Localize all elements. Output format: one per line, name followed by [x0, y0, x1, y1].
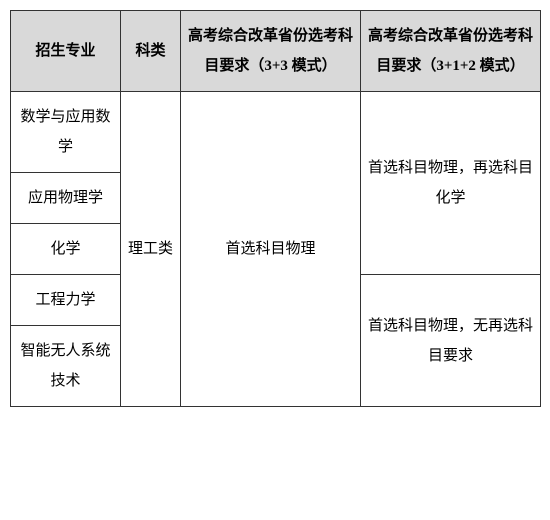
- table-row: 数学与应用数学 理工类 首选科目物理 首选科目物理，再选科目化学: [11, 92, 541, 173]
- cell-major: 智能无人系统技术: [11, 326, 121, 407]
- cell-req-3-1-2-group2: 首选科目物理，无再选科目要求: [361, 275, 541, 407]
- header-req-3-3: 高考综合改革省份选考科目要求（3+3 模式）: [181, 11, 361, 92]
- table-header-row: 招生专业 科类 高考综合改革省份选考科目要求（3+3 模式） 高考综合改革省份选…: [11, 11, 541, 92]
- cell-major: 应用物理学: [11, 173, 121, 224]
- cell-major: 化学: [11, 224, 121, 275]
- header-req-3-1-2: 高考综合改革省份选考科目要求（3+1+2 模式）: [361, 11, 541, 92]
- header-category: 科类: [121, 11, 181, 92]
- header-major: 招生专业: [11, 11, 121, 92]
- cell-major: 工程力学: [11, 275, 121, 326]
- admission-requirements-table: 招生专业 科类 高考综合改革省份选考科目要求（3+3 模式） 高考综合改革省份选…: [10, 10, 541, 407]
- cell-category: 理工类: [121, 92, 181, 407]
- cell-req-3-3: 首选科目物理: [181, 92, 361, 407]
- cell-req-3-1-2-group1: 首选科目物理，再选科目化学: [361, 92, 541, 275]
- cell-major: 数学与应用数学: [11, 92, 121, 173]
